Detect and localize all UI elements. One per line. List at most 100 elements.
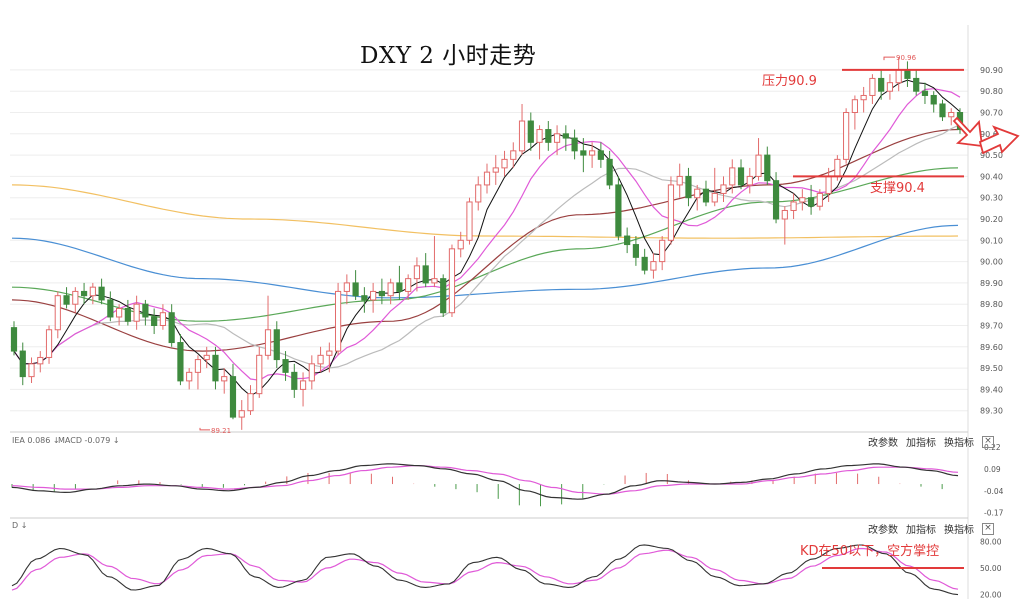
candle-body	[746, 175, 753, 186]
candle-body	[764, 154, 771, 182]
moving-average-line	[11, 128, 959, 352]
candle-body	[98, 286, 105, 301]
high-marker	[883, 56, 895, 61]
candle-body	[781, 209, 788, 220]
candle-body	[921, 90, 929, 96]
candle-body	[510, 150, 517, 160]
candle-body	[10, 327, 18, 352]
candle-body	[177, 342, 184, 382]
candle-body	[527, 120, 534, 143]
kd-switch-indicator-button[interactable]: 换指标	[944, 525, 974, 536]
price-axis-tick: 89.60	[980, 343, 1003, 352]
candle-body	[431, 278, 438, 284]
candle-body	[308, 363, 315, 382]
candle-body	[212, 354, 219, 382]
candle-body	[948, 112, 955, 118]
price-axis-tick: 89.30	[980, 407, 1003, 416]
high-price-label: 90.96	[896, 54, 917, 62]
kd-annotation: KD在50以下，空方掌控	[800, 544, 940, 559]
kd-d-line	[11, 547, 959, 591]
candle-body	[256, 354, 263, 395]
candle-body	[291, 371, 298, 390]
macd-close-icon[interactable]: ×	[982, 435, 994, 448]
kd-axis-tick: 20.00	[980, 591, 1002, 599]
candle-body	[80, 290, 88, 297]
candle-body	[142, 303, 149, 318]
candle-body	[387, 282, 394, 297]
candle-body	[299, 380, 307, 390]
candle-body	[843, 112, 850, 160]
kd-close-icon[interactable]: ×	[982, 522, 994, 535]
candle-body	[361, 295, 368, 301]
price-axis-tick: 90.90	[980, 66, 1003, 75]
candle-body	[886, 82, 894, 92]
candle-body	[589, 150, 596, 156]
kd-add-indicator-button[interactable]: 加指标	[906, 525, 936, 536]
candle-body	[624, 235, 631, 246]
candle-body	[667, 184, 675, 241]
support-annotation: 支撑90.4	[870, 181, 925, 196]
candle-body	[203, 354, 210, 361]
macd-edit-params-button[interactable]: 改参数	[868, 438, 898, 449]
candle-body	[475, 184, 482, 203]
candle-body	[676, 175, 683, 186]
macd-axis-tick: -0.17	[984, 509, 1004, 518]
candle-body	[168, 312, 175, 344]
candle-body	[483, 171, 491, 186]
moving-average-line	[13, 88, 961, 381]
candle-body	[133, 303, 140, 322]
macd-add-indicator-button[interactable]: 加指标	[906, 438, 936, 449]
price-axis-tick: 90.00	[980, 258, 1003, 267]
price-axis-tick: 89.90	[980, 279, 1003, 288]
price-axis-tick: 90.60	[980, 130, 1003, 139]
price-axis-tick: 90.70	[980, 109, 1003, 118]
candle-body	[89, 286, 96, 297]
moving-average-line	[11, 224, 959, 299]
candle-body	[440, 278, 447, 314]
candle-body	[518, 120, 526, 152]
candle-body	[650, 261, 657, 271]
candle-body	[370, 290, 377, 301]
candle-body	[221, 376, 228, 382]
candle-body	[405, 278, 412, 292]
kd-label: D ↓	[12, 521, 28, 530]
moving-average-line	[11, 184, 959, 239]
price-axis-tick: 89.50	[980, 364, 1003, 373]
price-axis-tick: 90.80	[980, 87, 1003, 96]
candle-body	[711, 192, 718, 203]
candle-body	[694, 188, 701, 199]
macd-dif-label: IEA 0.086 ↓	[12, 436, 60, 445]
price-axis-tick: 89.80	[980, 300, 1003, 309]
macd-switch-indicator-button[interactable]: 换指标	[944, 438, 974, 449]
candle-body	[194, 359, 202, 373]
candle-body	[553, 133, 561, 143]
candle-body	[352, 282, 359, 297]
candle-body	[72, 290, 79, 305]
candle-body	[501, 158, 508, 169]
candle-body	[562, 133, 569, 139]
candle-body	[536, 129, 543, 143]
macd-value-label: MACD -0.079 ↓	[58, 436, 120, 445]
candle-body	[615, 184, 622, 237]
candle-body	[659, 239, 666, 263]
candle-body	[63, 295, 70, 305]
candle-body	[930, 94, 937, 105]
candle-body	[28, 363, 35, 378]
candle-body	[326, 350, 333, 356]
low-marker	[199, 427, 210, 431]
macd-axis-tick: 0.09	[984, 465, 1001, 474]
kd-axis-tick: 80.00	[980, 537, 1002, 546]
candle-body	[825, 175, 832, 194]
kd-edit-params-button[interactable]: 改参数	[868, 525, 898, 536]
candle-body	[895, 69, 902, 84]
candle-body	[186, 371, 193, 382]
candle-body	[247, 393, 254, 412]
candle-body	[606, 158, 613, 186]
candle-body	[343, 282, 350, 292]
price-axis-tick: 90.40	[980, 172, 1003, 181]
candle-body	[772, 180, 780, 220]
arrow-right-icon	[978, 125, 1020, 155]
macd-dif-line	[11, 463, 959, 500]
candle-body	[492, 167, 499, 173]
